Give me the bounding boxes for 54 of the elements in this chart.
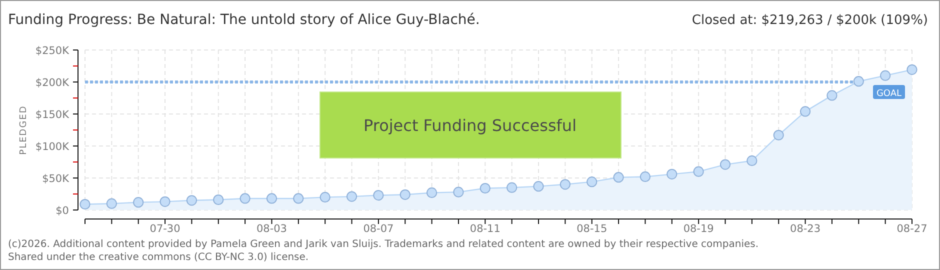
x-tick-label: 08-03 [256,223,287,235]
x-tick-label: 08-15 [576,223,608,235]
y-tick-label: $150K [35,109,70,121]
point [480,182,490,194]
point [586,176,598,188]
point [906,64,918,75]
point [640,171,651,182]
point [826,90,838,101]
point [666,168,678,180]
banner: Project Funding Successful [320,92,622,158]
x-tick-label: 08-11 [470,223,500,235]
y-tick-label: $0 [56,205,69,217]
point [693,166,704,177]
point [800,106,811,117]
text: Shared under the creative commons (CC BY-NC 3.0) license. [8,252,309,263]
x-tick-label: 07-30 [150,223,180,235]
y-axis-title: PLEDGED [19,105,29,155]
point [613,172,624,183]
y-tick-label: $200K [35,77,70,89]
point [160,196,170,207]
chart-subtitle: Closed at: $219,263 / $200k (109%) [692,13,928,28]
point [853,76,864,87]
x-tick-label: 08-27 [896,223,928,235]
point [560,179,570,190]
point [746,155,758,166]
x-tick-label: 08-23 [790,223,821,235]
point [320,192,330,202]
point [373,190,384,201]
point [240,193,250,204]
point [346,191,358,202]
point [426,187,438,198]
text: (c)2026. Additional content provided by Pamela Green and Jarik van Sluijs. Trademarks and related content are owned by their respective companies. [8,239,759,250]
point [293,193,304,204]
y-tick-label: $50K [42,173,70,185]
point [80,198,90,210]
point [506,182,518,193]
point [880,70,891,81]
x-tick-label: 08-07 [363,223,394,235]
point [720,159,731,170]
point [773,130,784,140]
x-tick-label: 08-19 [683,223,714,235]
point [453,186,464,198]
point [266,193,278,204]
point [400,189,410,200]
point [133,197,144,208]
annotation: Project Funding Successful [363,116,577,135]
y-tick-label: $100K [35,141,70,153]
y-tick-label: $250K [35,45,70,57]
ref-line-label: GOAL [876,89,902,99]
point [186,195,198,206]
point [213,194,224,206]
point [533,181,544,192]
point [106,198,117,209]
chart-title: Funding Progress: Be Natural: The untold story of Alice Guy-Blaché. [8,12,480,28]
